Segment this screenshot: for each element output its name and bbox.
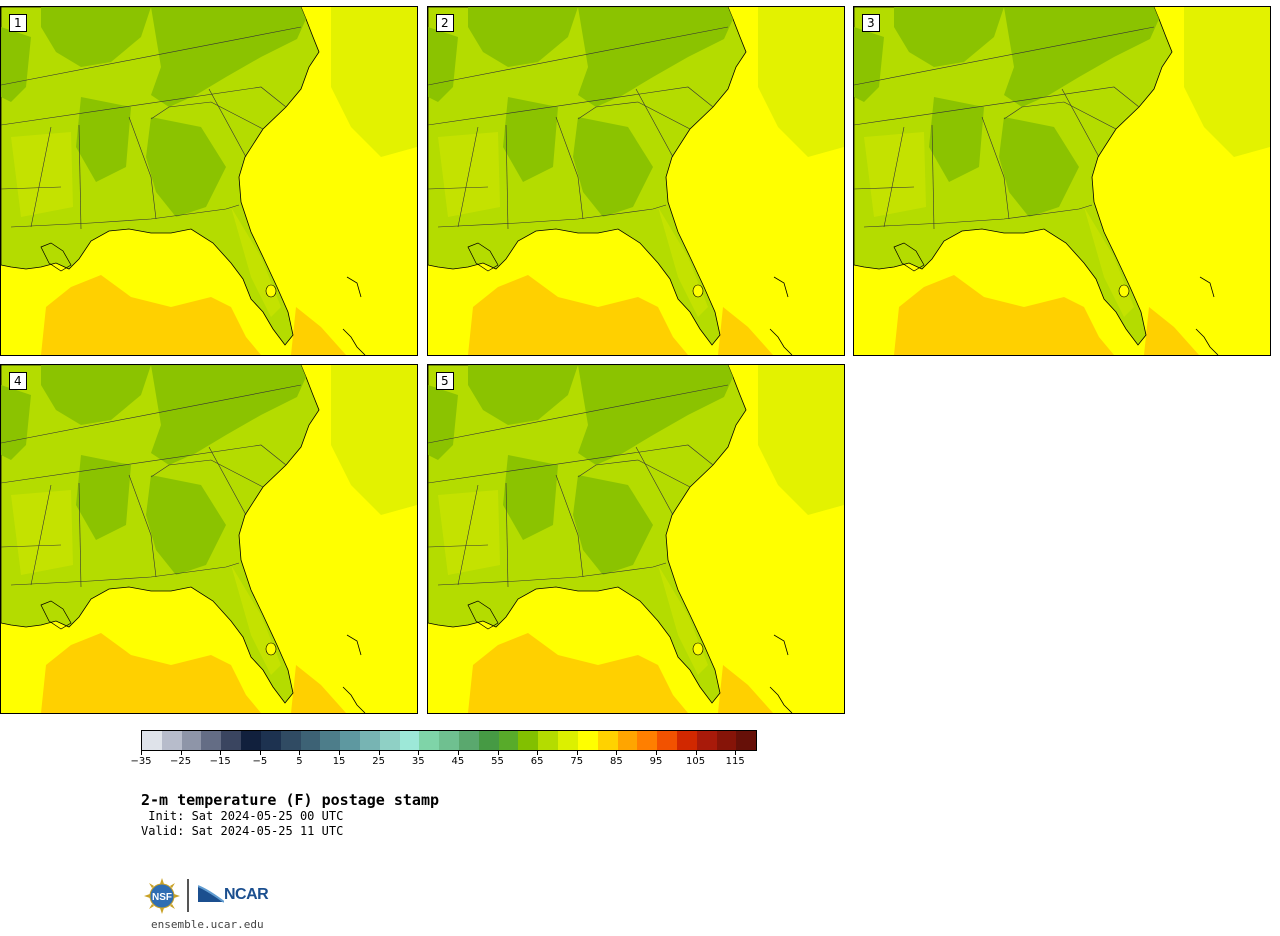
colorbar-tick-label: 45 [451,756,465,767]
colorbar-cell [359,731,380,750]
member-label-3: 3 [862,14,880,32]
colorbar-tick [735,750,737,755]
temperature-colorbar [141,730,757,751]
colorbar-tick [616,750,618,755]
colorbar-tick-label: −25 [170,756,192,767]
colorbar-tick [378,750,380,755]
colorbar-cell [399,731,420,750]
member-label-2: 2 [436,14,454,32]
member-label-1: 1 [9,14,27,32]
colorbar-cell [181,731,202,750]
colorbar-cell [657,731,677,750]
nsf-logo-text: NSF [152,892,172,903]
colorbar-cell [676,731,697,750]
colorbar-tick [339,750,341,755]
colorbar-tick [259,750,261,755]
colorbar-tick-label: 95 [649,756,663,767]
colorbar-tick [497,750,499,755]
colorbar-tick-label: −15 [209,756,231,767]
colorbar-cell [637,731,658,750]
colorbar-cell [696,731,717,750]
temperature-map-3 [854,7,1270,355]
colorbar-cell [161,731,182,750]
member-panel-3: 3 [853,6,1271,356]
colorbar-cell [280,731,301,750]
colorbar-tick-label: 15 [332,756,346,767]
colorbar-tick [220,750,222,755]
ncar-logo-text: NCAR [224,886,269,903]
member-panel-1: 1 [0,6,418,356]
colorbar-tick [418,750,420,755]
site-url: ensemble.ucar.edu [151,918,264,931]
colorbar-cell [498,731,519,750]
colorbar-cell [142,731,162,750]
colorbar-tick-label: −5 [252,756,268,767]
colorbar-cell [260,731,281,750]
colorbar-cell [340,731,360,750]
colorbar-cell [221,731,242,750]
colorbar-tick-label: −35 [130,756,152,767]
colorbar-cell [617,731,638,750]
init-time: Init: Sat 2024-05-25 00 UTC [141,809,344,823]
member-label-4: 4 [9,372,27,390]
colorbar-tick [457,750,459,755]
colorbar-ticks: −35 −25 −15 −5 5 15 25 35 45 55 65 75 85 95 105 115 [130,750,755,770]
colorbar-tick-label: 65 [530,756,544,767]
temperature-map-4 [1,365,417,713]
temperature-map-2 [428,7,844,355]
colorbar-cell [736,731,757,750]
colorbar-cell [597,731,618,750]
colorbar-tick-label: 5 [296,756,303,767]
colorbar-cell [558,731,578,750]
temperature-map-1 [1,7,417,355]
colorbar-tick-label: 55 [491,756,504,767]
colorbar-cell [538,731,559,750]
colorbar-tick [655,750,657,755]
temperature-map-5 [428,365,844,713]
logos: NSF NCAR [144,876,284,916]
nsf-logo-icon: NSF [144,878,180,914]
member-panel-2: 2 [427,6,845,356]
logo-divider [187,879,189,912]
colorbar-cell [577,731,598,750]
colorbar-cell [716,731,737,750]
colorbar-tick-label: 75 [570,756,584,767]
colorbar-cell [419,731,440,750]
colorbar-cell [201,731,222,750]
member-label-5: 5 [436,372,454,390]
colorbar-tick-label: 25 [372,756,386,767]
colorbar-tick-label: 85 [609,756,623,767]
colorbar-cell [300,731,321,750]
colorbar-cell [241,731,261,750]
member-panel-5: 5 [427,364,845,714]
member-panel-4: 4 [0,364,418,714]
colorbar-cell [320,731,341,750]
colorbar-tick [299,750,301,755]
colorbar-tick [180,750,182,755]
figure-title: 2-m temperature (F) postage stamp [141,791,440,809]
colorbar-cell [478,731,499,750]
ncar-logo-icon [198,885,224,903]
colorbar-tick [695,750,697,755]
colorbar-cell [518,731,539,750]
colorbar-tick [537,750,539,755]
colorbar-cell [439,731,459,750]
colorbar-tick [576,750,578,755]
colorbar-tick-label: 115 [725,756,745,767]
valid-time: Valid: Sat 2024-05-25 11 UTC [141,824,344,838]
colorbar-cell [459,731,479,750]
colorbar-tick-label: 105 [686,756,706,767]
colorbar-cell [379,731,400,750]
colorbar-tick [141,750,142,755]
colorbar-tick-label: 35 [411,756,425,767]
